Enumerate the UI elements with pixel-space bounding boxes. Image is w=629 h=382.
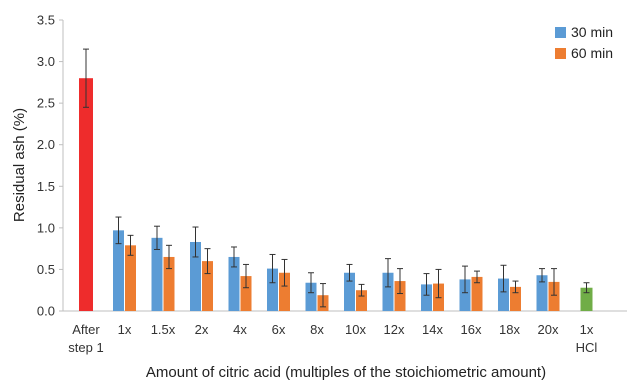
- x-tick-label: 1x: [118, 322, 132, 337]
- y-tick-label: 0.0: [37, 304, 55, 319]
- x-tick-label: 8x: [310, 322, 324, 337]
- bar-30min: [382, 272, 394, 311]
- y-tick-label: 1.5: [37, 179, 55, 194]
- bar-30min: [459, 279, 471, 311]
- x-tick-label: 20x: [538, 322, 559, 337]
- bar-30min: [344, 272, 355, 311]
- x-tick-label: 2x: [195, 322, 209, 337]
- x-tick-label: 18x: [499, 322, 520, 337]
- bar-30min: [228, 256, 240, 311]
- y-tick-label: 3.5: [37, 13, 55, 28]
- bar-60min: [394, 281, 406, 311]
- bar-60min: [202, 261, 213, 311]
- legend-swatch: [555, 27, 566, 38]
- x-axis: After step 1 1x 1.5x 2x 4x 6x 8x 10x 12x 14x 16x 18x…: [68, 322, 597, 355]
- y-tick-label: 0.5: [37, 262, 55, 277]
- bar-30min: [113, 230, 124, 311]
- x-tick-label: 6x: [272, 322, 286, 337]
- x-tick-label: 16x: [461, 322, 482, 337]
- x-tick-label: After: [72, 322, 100, 337]
- bar-30min: [267, 268, 278, 311]
- bar-30min: [498, 278, 509, 311]
- y-axis-title: Residual ash (%): [11, 108, 28, 222]
- x-tick-label: 1x: [580, 322, 594, 337]
- y-tick-label: 2.0: [37, 137, 55, 152]
- x-tick-label: HCl: [576, 340, 598, 355]
- bar-30min: [536, 275, 548, 311]
- bar-30min: [421, 284, 432, 311]
- bar-30min: [305, 282, 317, 311]
- bar-60min: [471, 276, 483, 311]
- legend-label: 60 min: [571, 45, 613, 61]
- bar-single: [79, 78, 93, 311]
- bar-60min: [548, 281, 560, 311]
- x-tick-label: 12x: [384, 322, 405, 337]
- x-tick-label: 4x: [233, 322, 247, 337]
- bar-30min: [190, 241, 201, 311]
- y-tick-label: 2.5: [37, 96, 55, 111]
- bar-30min: [151, 237, 163, 311]
- x-tick-label: step 1: [68, 340, 103, 355]
- bar-60min: [279, 272, 290, 311]
- plot-area: [79, 48, 593, 311]
- legend: 30 min 60 min: [555, 24, 613, 61]
- legend-label: 30 min: [571, 24, 613, 40]
- bar-60min: [163, 256, 175, 311]
- bar-60min: [356, 290, 367, 311]
- x-axis-title: Amount of citric acid (multiples of the …: [146, 364, 546, 381]
- bar-60min: [240, 276, 252, 311]
- x-tick-label: 10x: [345, 322, 366, 337]
- x-tick-label: 14x: [422, 322, 443, 337]
- y-tick-label: 3.0: [37, 54, 55, 69]
- y-tick-label: 1.0: [37, 220, 55, 235]
- x-tick-label: 1.5x: [151, 322, 176, 337]
- bar-single: [580, 287, 593, 311]
- bar-60min: [510, 286, 521, 311]
- legend-swatch: [555, 48, 566, 59]
- bar-60min: [125, 245, 136, 311]
